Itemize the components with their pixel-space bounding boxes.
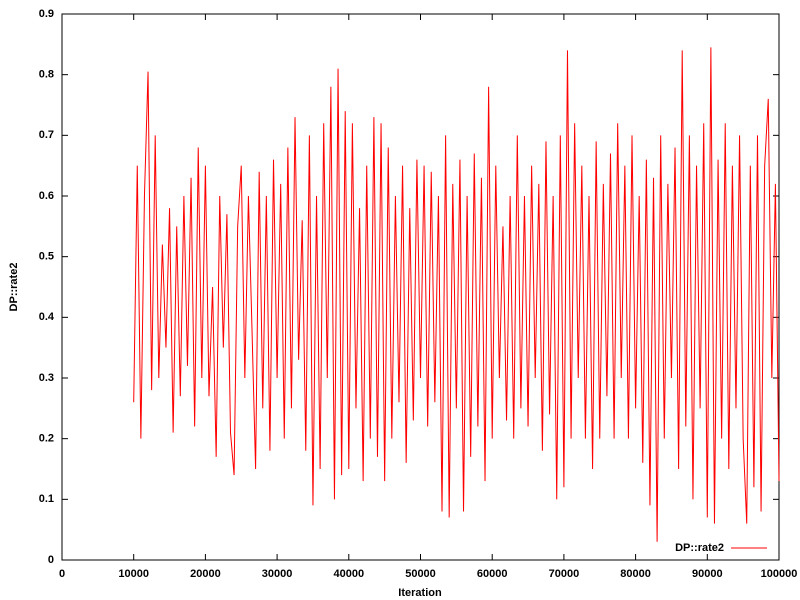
x-tick-label: 0 xyxy=(59,568,65,580)
x-tick-label: 80000 xyxy=(620,568,651,580)
y-tick-label: 0.1 xyxy=(39,493,54,505)
y-tick-label: 0.9 xyxy=(39,8,54,20)
x-tick-label: 60000 xyxy=(477,568,508,580)
y-tick-label: 0.7 xyxy=(39,129,54,141)
legend-label: DP::rate2 xyxy=(675,542,724,554)
x-tick-label: 40000 xyxy=(334,568,365,580)
y-tick-label: 0.4 xyxy=(39,311,55,323)
x-tick-label: 90000 xyxy=(692,568,723,580)
y-tick-label: 0 xyxy=(48,554,54,566)
y-tick-label: 0.6 xyxy=(39,190,54,202)
x-axis-label: Iteration xyxy=(398,587,442,599)
x-tick-label: 20000 xyxy=(190,568,221,580)
y-axis-label: DP::rate2 xyxy=(8,263,20,312)
data-line xyxy=(133,47,780,542)
y-tick-label: 0.5 xyxy=(39,251,54,263)
x-tick-label: 100000 xyxy=(761,568,798,580)
x-tick-label: 70000 xyxy=(549,568,580,580)
x-tick-label: 50000 xyxy=(405,568,436,580)
y-tick-label: 0.8 xyxy=(39,69,54,81)
y-tick-label: 0.2 xyxy=(39,433,54,445)
x-tick-label: 10000 xyxy=(118,568,149,580)
y-tick-label: 0.3 xyxy=(39,372,54,384)
x-tick-label: 30000 xyxy=(262,568,293,580)
plot-frame xyxy=(61,13,780,561)
